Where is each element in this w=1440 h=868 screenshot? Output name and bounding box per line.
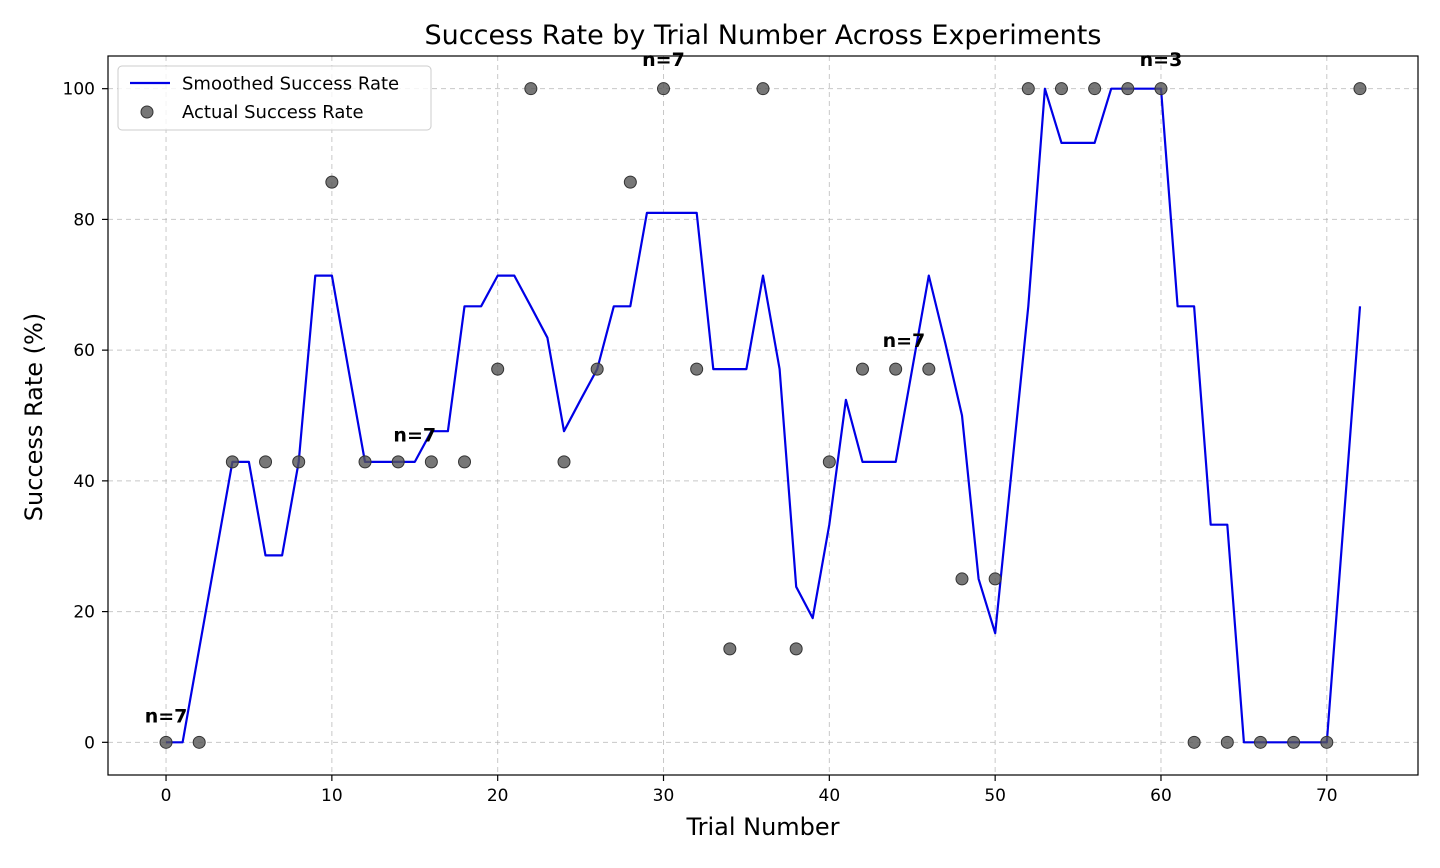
actual-success-rate-point (723, 642, 737, 656)
actual-success-rate-point (1220, 735, 1234, 749)
sample-size-annotation: n=3 (1140, 49, 1183, 71)
actual-success-rate-point (424, 455, 438, 469)
actual-success-rate-point (756, 82, 770, 96)
actual-success-rate-point (1287, 735, 1301, 749)
plot-area-frame (107, 55, 1419, 776)
actual-success-rate-point (1320, 735, 1334, 749)
axes: 0 10 20 30 40 50 60 70 0 20 40 60 80 100 (63, 80, 1338, 806)
actual-success-rate-point (1021, 82, 1035, 96)
actual-success-rate-point (855, 362, 869, 376)
chart-title: Success Rate by Trial Number Across Expe… (425, 20, 1102, 51)
actual-success-rate-point (391, 455, 405, 469)
y-tick-label: 40 (73, 472, 95, 492)
actual-success-rate-point (192, 735, 206, 749)
sample-size-annotation: n=7 (393, 425, 436, 447)
x-tick-label: 0 (161, 786, 172, 806)
x-tick-label: 30 (653, 786, 675, 806)
actual-success-rate-point (955, 572, 969, 586)
legend-label-actual: Actual Success Rate (182, 102, 364, 123)
actual-success-rate-point (458, 455, 472, 469)
x-tick-label: 40 (819, 786, 841, 806)
x-tick-label: 20 (487, 786, 509, 806)
sample-size-annotation: n=7 (883, 330, 926, 352)
actual-success-rate-point (889, 362, 903, 376)
actual-success-rate-point (657, 82, 671, 96)
y-tick-label: 100 (63, 80, 95, 100)
actual-success-rate-point (557, 455, 571, 469)
actual-success-rate-point (1121, 82, 1135, 96)
legend: Smoothed Success Rate Actual Success Rat… (117, 65, 432, 131)
x-tick-label: 50 (984, 786, 1006, 806)
actual-success-rate-point (225, 455, 239, 469)
y-tick-label: 80 (73, 210, 95, 230)
actual-success-rate-point (259, 455, 273, 469)
actual-success-rate-point (491, 362, 505, 376)
actual-success-rate-point (358, 455, 372, 469)
x-tick-label: 60 (1150, 786, 1172, 806)
actual-success-rate-point (1253, 735, 1267, 749)
y-tick-label: 60 (73, 341, 95, 361)
scatter-series (159, 82, 1367, 749)
actual-success-rate-point (292, 455, 306, 469)
actual-success-rate-point (822, 455, 836, 469)
sample-size-annotation: n=7 (145, 706, 188, 728)
actual-success-rate-point (159, 735, 173, 749)
actual-success-rate-point (524, 82, 538, 96)
actual-success-rate-point (590, 362, 604, 376)
x-tick-label: 70 (1316, 786, 1338, 806)
actual-success-rate-point (623, 175, 637, 189)
y-tick-label: 0 (84, 733, 95, 753)
actual-success-rate-point (1187, 735, 1201, 749)
legend-point-swatch (140, 105, 154, 119)
sample-size-annotation: n=7 (642, 49, 685, 71)
actual-success-rate-point (988, 572, 1002, 586)
actual-success-rate-point (1154, 82, 1168, 96)
actual-success-rate-point (789, 642, 803, 656)
y-axis-label: Success Rate (%) (20, 313, 48, 521)
x-tick-label: 10 (321, 786, 343, 806)
actual-success-rate-point (325, 175, 339, 189)
legend-label-smoothed: Smoothed Success Rate (182, 74, 399, 95)
actual-success-rate-point (1054, 82, 1068, 96)
legend-box (117, 65, 432, 131)
actual-success-rate-point (690, 362, 704, 376)
x-axis-label: Trial Number (685, 813, 839, 841)
actual-success-rate-point (922, 362, 936, 376)
annotations: n=7 n=7 n=7 n=7 n=3 (145, 49, 1183, 728)
actual-success-rate-point (1088, 82, 1102, 96)
y-tick-label: 20 (73, 603, 95, 623)
actual-success-rate-point (1353, 82, 1367, 96)
